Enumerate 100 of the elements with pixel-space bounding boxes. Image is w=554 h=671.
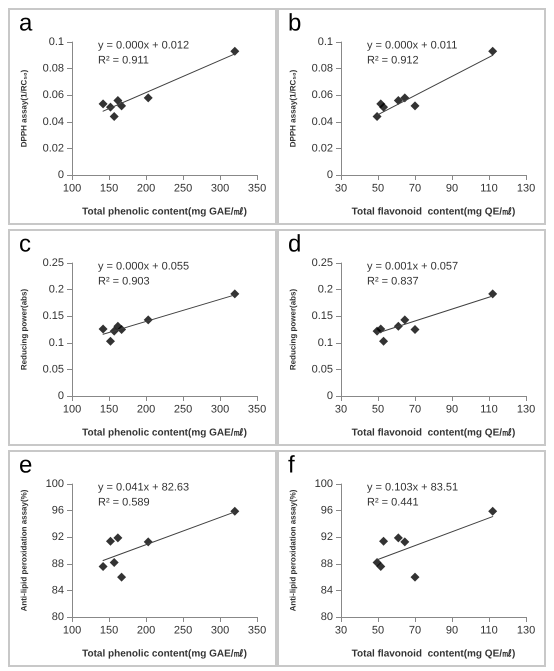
y-tick-label: 0.06 <box>42 89 64 102</box>
x-axis-title: Total flavonoid content(mg QE/㎖) <box>352 428 516 438</box>
point <box>488 289 498 298</box>
point <box>144 93 153 102</box>
x-tick-label: 200 <box>136 404 156 416</box>
x-tick-label: 350 <box>248 624 266 636</box>
x-tick-label: 130 <box>516 182 536 194</box>
y-tick-label: 0.25 <box>312 257 333 269</box>
x-tick-label: 50 <box>372 624 384 636</box>
x-tick-label: 130 <box>516 624 536 636</box>
x-tick-label: 250 <box>174 404 192 416</box>
y-tick-label: 0 <box>326 169 333 181</box>
point <box>372 558 382 567</box>
point <box>488 506 498 516</box>
point <box>410 572 420 582</box>
x-tick-label: 90 <box>446 624 458 636</box>
x-axis-title: Total flavonoid content(mg QE/㎖) <box>352 206 516 218</box>
point <box>410 101 420 110</box>
point <box>110 558 119 567</box>
y-tick-label: 0.15 <box>312 310 333 322</box>
x-tick-label: 90 <box>446 404 458 416</box>
x-tick-label: 30 <box>334 624 348 636</box>
chart-title: b <box>288 10 302 36</box>
x-tick-label: 200 <box>136 182 156 194</box>
y-tick-label: 0.1 <box>318 336 333 349</box>
y-tick-label: 0.25 <box>42 257 64 269</box>
annotation: R² = 0.441 <box>367 496 419 508</box>
point <box>98 324 108 334</box>
x-tick-label: 70 <box>408 624 422 636</box>
y-tick-label: 96 <box>320 504 333 517</box>
point <box>400 537 410 546</box>
x-tick-label: 150 <box>100 182 118 194</box>
point <box>113 96 122 106</box>
x-axis-title: Total phenolic content(mg GAE/㎖) <box>82 428 247 438</box>
point <box>106 336 115 346</box>
point <box>372 112 382 121</box>
y-tick-label: 0 <box>326 390 333 402</box>
y-tick-label: 0.02 <box>42 142 64 154</box>
point <box>230 506 240 516</box>
x-tick-label: 50 <box>372 404 384 416</box>
x-axis-title: Total phenolic content(mg GAE/㎖) <box>82 648 247 660</box>
point <box>98 562 108 571</box>
y-tick-label: 88 <box>320 558 333 570</box>
y-tick-label: 92 <box>320 531 333 544</box>
point <box>230 46 240 56</box>
y-tick-label: 0.04 <box>312 116 333 128</box>
point <box>98 99 108 108</box>
x-tick-label: 250 <box>174 624 192 636</box>
annotation: y = 0.001x + 0.057 <box>367 260 458 272</box>
point <box>106 536 115 546</box>
x-axis-title: Total phenolic content(mg GAE/㎖) <box>82 206 247 218</box>
annotation: y = 0.103x + 83.51 <box>367 482 458 494</box>
annotation: y = 0.000x + 0.055 <box>98 260 190 272</box>
y-tick-label: 92 <box>52 531 64 544</box>
x-tick-label: 300 <box>210 624 230 636</box>
annotation: y = 0.000x + 0.011 <box>367 40 458 52</box>
point <box>379 102 388 112</box>
y-axis-title: Reducing power(abs) <box>20 288 28 370</box>
x-axis-title: Total flavonoid content(mg QE/㎖) <box>352 648 516 660</box>
annotation: R² = 0.903 <box>98 276 150 288</box>
x-tick-label: 110 <box>480 404 498 416</box>
point <box>379 536 388 546</box>
y-axis-title: Reducing power(abs) <box>288 288 298 370</box>
chart-title: c <box>19 230 31 258</box>
x-tick-label: 150 <box>100 624 118 636</box>
point <box>372 326 382 336</box>
chart-title: f <box>288 452 295 478</box>
point <box>110 112 119 121</box>
x-tick-label: 30 <box>334 404 348 416</box>
y-tick-label: 96 <box>52 504 64 517</box>
y-tick-label: 0.04 <box>42 116 64 128</box>
y-tick-label: 84 <box>320 584 333 596</box>
point <box>394 96 403 106</box>
x-tick-label: 90 <box>446 182 458 194</box>
point <box>379 336 388 346</box>
y-tick-label: 0.05 <box>312 363 333 376</box>
y-tick-label: 0.06 <box>312 89 333 102</box>
x-tick-label: 110 <box>480 182 498 194</box>
x-tick-label: 200 <box>136 624 156 636</box>
x-tick-label: 110 <box>480 624 498 636</box>
y-axis-title: Anti-lipid peroxidation assay(%) <box>20 489 28 612</box>
annotation: y = 0.041x + 82.63 <box>98 482 190 494</box>
y-axis-title: DPPH assay(1/RC₅₀) <box>20 69 28 148</box>
chart-title: d <box>288 230 302 258</box>
x-tick-label: 300 <box>210 182 230 194</box>
x-tick-label: 70 <box>408 182 422 194</box>
point <box>113 533 122 542</box>
chart-title: e <box>19 452 32 478</box>
x-tick-label: 300 <box>210 404 230 416</box>
x-tick-label: 350 <box>248 182 266 194</box>
point <box>488 46 498 56</box>
x-tick-label: 130 <box>516 404 536 416</box>
y-tick-label: 0.02 <box>312 142 333 154</box>
point <box>117 572 126 582</box>
y-tick-label: 0.1 <box>48 36 64 48</box>
y-tick-label: 88 <box>52 558 64 570</box>
point <box>410 325 420 334</box>
point <box>394 533 403 542</box>
y-tick-label: 80 <box>52 611 64 623</box>
y-tick-label: 0.2 <box>48 284 64 296</box>
